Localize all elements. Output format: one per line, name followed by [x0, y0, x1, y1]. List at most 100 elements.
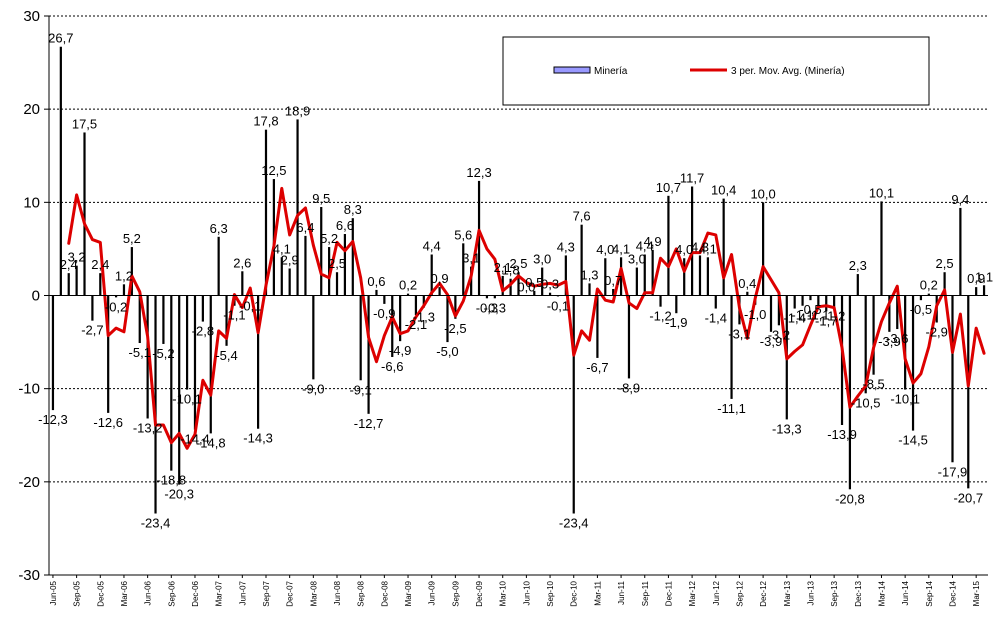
bar-data-label: 0,2 — [399, 278, 417, 293]
bar-data-label: -6,7 — [586, 360, 608, 375]
bar — [619, 257, 623, 296]
y-axis-tick-labels: -30 -20 -10 0 10 20 30 — [18, 8, 40, 584]
bar — [75, 265, 78, 296]
bar-data-label: -0,1 — [239, 298, 261, 313]
bar — [304, 235, 307, 296]
bar — [683, 258, 686, 296]
bar — [872, 295, 875, 375]
bar-data-label: 0,9 — [967, 271, 985, 286]
x-tick-label: Sep-09 — [451, 580, 460, 606]
bar — [406, 293, 410, 296]
bar-data-label: 1,2 — [115, 268, 133, 283]
bar — [848, 295, 852, 490]
x-tick-label: Dec-13 — [854, 580, 863, 606]
x-tick-label: Mar-09 — [404, 580, 413, 606]
bar-data-label: -3,1 — [728, 326, 750, 341]
bar — [817, 295, 820, 306]
bar — [959, 207, 962, 296]
x-tick-label: Mar-07 — [215, 580, 224, 606]
bar-data-label: 17,5 — [72, 116, 97, 131]
bar — [264, 129, 268, 296]
bar-data-label: 7,6 — [573, 209, 591, 224]
bar-data-label: -0,1 — [547, 298, 569, 313]
bar-data-label: 2,9 — [281, 252, 299, 267]
bar-data-label: 1,1 — [975, 269, 993, 284]
bar — [51, 295, 55, 411]
y-tick-label: -10 — [18, 381, 40, 398]
bar — [659, 295, 662, 307]
bar — [375, 289, 378, 296]
bar-data-label: 2,5 — [936, 256, 954, 271]
bar — [840, 295, 844, 426]
bar-data-label: -17,9 — [938, 464, 968, 479]
legend-swatch-bar — [553, 66, 591, 74]
bar-data-label: 18,9 — [285, 103, 310, 118]
bar — [225, 295, 228, 346]
bar-data-label: -20,3 — [164, 487, 194, 502]
bar — [880, 201, 883, 296]
x-tick-label: Mar-14 — [877, 580, 886, 606]
moving-average-line — [67, 186, 986, 450]
bar — [367, 295, 370, 414]
bar-data-label: -3,9 — [760, 334, 782, 349]
bar-data-label: -0,5 — [799, 302, 821, 317]
x-axis-tick-labels: Jun-05 Sep-05 Dec-05 Mar-06 Jun-06 Sep-06 Dec-… — [49, 580, 981, 606]
bar-data-label: 3,0 — [533, 252, 551, 267]
bar-data-label: -1,9 — [665, 315, 687, 330]
bar-data-label: -0,3 — [476, 300, 498, 315]
x-tick-label: Dec-12 — [759, 580, 768, 606]
moving-average-series — [67, 186, 986, 450]
bar — [296, 119, 299, 296]
bar — [391, 295, 394, 357]
bar — [896, 295, 899, 330]
bar-data-label: 12,3 — [466, 165, 491, 180]
bar-data-label: -1,2 — [823, 309, 845, 324]
bar — [99, 273, 102, 296]
x-tick-label: Jun-08 — [333, 580, 342, 605]
bar — [470, 266, 473, 296]
axes — [44, 15, 988, 578]
bar-data-label: 9,5 — [312, 191, 330, 206]
legend: Minería 3 per. Mov. Avg. (Minería) — [502, 36, 930, 106]
x-tick-label: Dec-05 — [96, 580, 105, 606]
bar-data-label: -8,9 — [618, 380, 640, 395]
bar-data-label: 26,7 — [48, 31, 73, 46]
bar-data-label: -0,5 — [910, 302, 932, 317]
bar-data-label: 0,6 — [367, 274, 385, 289]
x-tick-label: Dec-06 — [191, 580, 200, 606]
data-labels: -12,326,72,43,217,5-2,72,4-12,6-0,21,25,… — [38, 31, 993, 531]
bar-data-label: 0,5 — [525, 275, 543, 290]
y-tick-label: 30 — [23, 8, 40, 25]
bar-data-label: 2,5 — [328, 256, 346, 271]
bar — [698, 255, 702, 296]
bar-data-label: 12,5 — [261, 163, 286, 178]
bar — [67, 273, 70, 296]
bar — [430, 254, 433, 296]
x-tick-label: Sep-06 — [167, 580, 176, 606]
bar-data-label: -1,4 — [705, 311, 727, 326]
bar — [91, 295, 94, 321]
bar-data-label: -0,3 — [484, 300, 506, 315]
bar — [762, 202, 765, 296]
bar — [809, 295, 812, 301]
bar-data-label: -14,3 — [243, 431, 273, 446]
bar-data-label: -4,9 — [389, 343, 411, 358]
bar — [706, 257, 709, 296]
bar — [943, 272, 946, 296]
x-tick-label: Dec-07 — [286, 580, 295, 606]
bar-data-label: -10,1 — [172, 392, 202, 407]
x-tick-label: Sep-05 — [73, 580, 82, 606]
bar — [982, 285, 986, 296]
x-tick-label: Sep-11 — [641, 580, 650, 606]
bar — [288, 268, 291, 296]
bar-data-label: -12,7 — [354, 416, 384, 431]
bar — [114, 295, 118, 298]
bar-data-label: -8,5 — [862, 377, 884, 392]
bar — [320, 206, 323, 296]
x-tick-label: Dec-08 — [380, 580, 389, 606]
x-tick-label: Dec-09 — [475, 580, 484, 606]
bar — [722, 198, 725, 296]
bar — [667, 195, 670, 296]
x-tick-label: Jun-13 — [806, 580, 815, 605]
bar — [185, 295, 189, 390]
